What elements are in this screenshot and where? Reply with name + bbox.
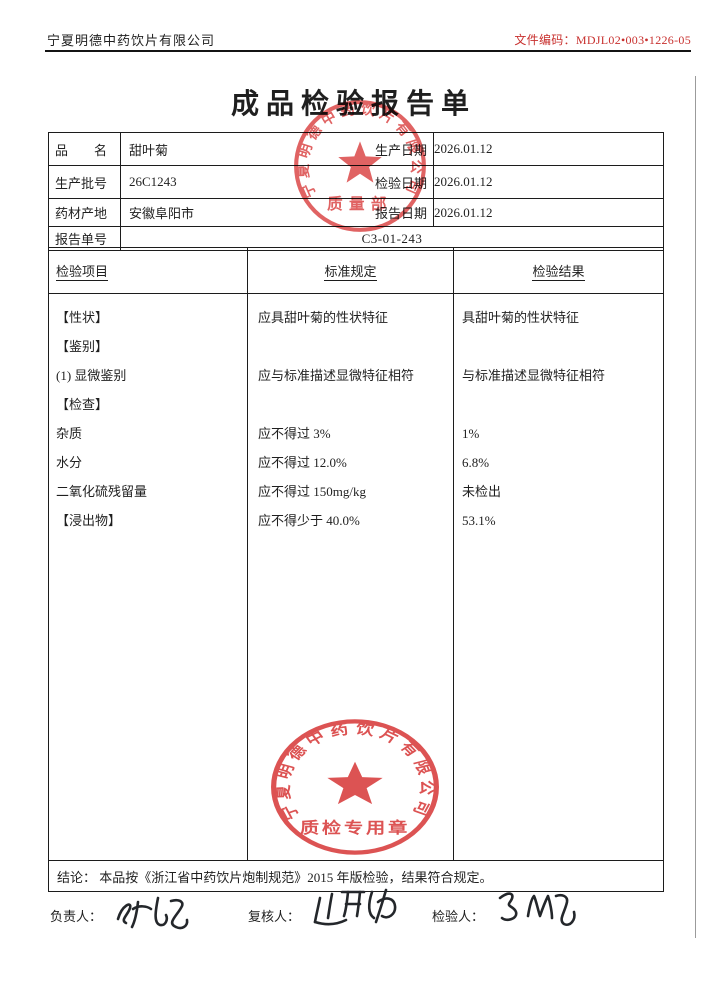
result-jiancha [454,390,663,419]
stamp-caption-top: 质量部 [327,194,393,213]
reviewer-signature [313,888,397,926]
item-zazhi: 杂质 [56,426,83,441]
production-date-value: 2026.01.12 [433,132,664,166]
conclusion-row: 结论： 本品按《浙江省中药饮片炮制规范》2015 年版检验，结果符合规定。 [48,860,664,892]
header-rule [45,50,691,52]
report-date-value: 2026.01.12 [433,198,664,227]
qc-special-seal-stamp: 宁夏明德中药饮片有限公司 质检专用章 [271,719,439,855]
result-so2: 未检出 [462,484,502,499]
stamp-ring [294,100,426,232]
standard-zazhi: 应不得过 3% [258,426,331,441]
product-name-value: 甜叶菊 [129,142,169,158]
results-header-row: 检验项目 标准规定 检验结果 [48,247,664,294]
info-row-origin: 药材产地 安徽阜阳市 报告日期 2026.01.12 [48,198,664,227]
origin-label: 药材产地 [48,198,121,227]
origin-value: 安徽阜阳市 [129,206,195,221]
stamp-caption-bottom: 质检专用章 [300,819,410,837]
document-code: 文件编码：MDJL02•003•1226-05 [514,33,691,47]
result-zazhi: 1% [462,426,480,441]
star-icon [327,761,383,805]
standard-so2: 应不得过 150mg/kg [258,484,366,499]
col-header-standard: 标准规定 [324,264,377,281]
report-no-value: C3-01-243 [120,226,664,251]
item-xingzhuang: 【性状】 [56,310,109,325]
result-jinchuwu: 53.1% [462,513,496,528]
inspector-label: 检验人： [432,909,485,924]
standard-xianwei: 应与标准描述显微特征相符 [258,368,415,383]
batch-no-value: 26C1243 [129,174,177,189]
item-xianwei-jianbie: (1) 显微鉴别 [56,368,127,383]
page-scan-edge [695,76,696,938]
inspection-date-label: 检验日期 [374,175,427,191]
product-name-label: 品 名 [48,132,121,166]
item-so2: 二氧化硫残留量 [56,484,148,499]
report-no-label: 报告单号 [48,226,121,251]
info-row-batch: 生产批号 26C1243 检验日期 2026.01.12 [48,165,664,199]
item-jinchuwu: 【浸出物】 [56,513,122,528]
stamp-ring [271,719,439,855]
batch-no-label: 生产批号 [48,165,121,199]
result-xianwei: 与标准描述显微特征相符 [462,368,606,383]
star-icon [338,141,382,183]
result-xingzhuang: 具甜叶菊的性状特征 [462,310,580,325]
standard-xingzhuang: 应具甜叶菊的性状特征 [258,310,389,325]
result-jianbie [454,332,663,361]
result-shuifen: 6.8% [462,455,490,470]
col-header-item: 检验项目 [56,264,109,281]
quality-department-stamp: 宁夏明德中药饮片有限公司 质量部 [294,100,426,232]
conclusion-text: 结论： 本品按《浙江省中药饮片炮制规范》2015 年版检验，结果符合规定。 [48,860,664,892]
inspection-date-value: 2026.01.12 [433,165,664,199]
manager-label: 负责人： [50,909,103,924]
results-table: 检验项目 标准规定 检验结果 【性状】 【鉴别】 (1) 显微鉴别 【检查】 杂… [48,247,664,892]
production-date-label: 生产日期 [374,142,427,158]
item-shuifen: 水分 [56,455,83,470]
standard-shuifen: 应不得过 12.0% [258,455,347,470]
company-name: 宁夏明德中药饮片有限公司 [47,33,216,48]
item-jianbie: 【鉴别】 [56,339,109,354]
manager-signature [116,896,189,930]
standard-jiancha [248,390,453,419]
reviewer-label: 复核人： [248,909,301,924]
product-info-table: 品 名 甜叶菊 生产日期 2026.01.12 生产批号 26C1243 检验日… [48,132,664,251]
col-header-result: 检验结果 [532,264,585,281]
standard-jianbie [248,332,453,361]
item-jiancha: 【检查】 [56,397,109,412]
results-body-row: 【性状】 【鉴别】 (1) 显微鉴别 【检查】 杂质 水分 二氧化硫残留量 【浸… [48,293,664,861]
info-row-report-no: 报告单号 C3-01-243 [48,226,664,251]
standard-jinchuwu: 应不得少于 40.0% [258,513,360,528]
inspector-signature [498,892,576,926]
